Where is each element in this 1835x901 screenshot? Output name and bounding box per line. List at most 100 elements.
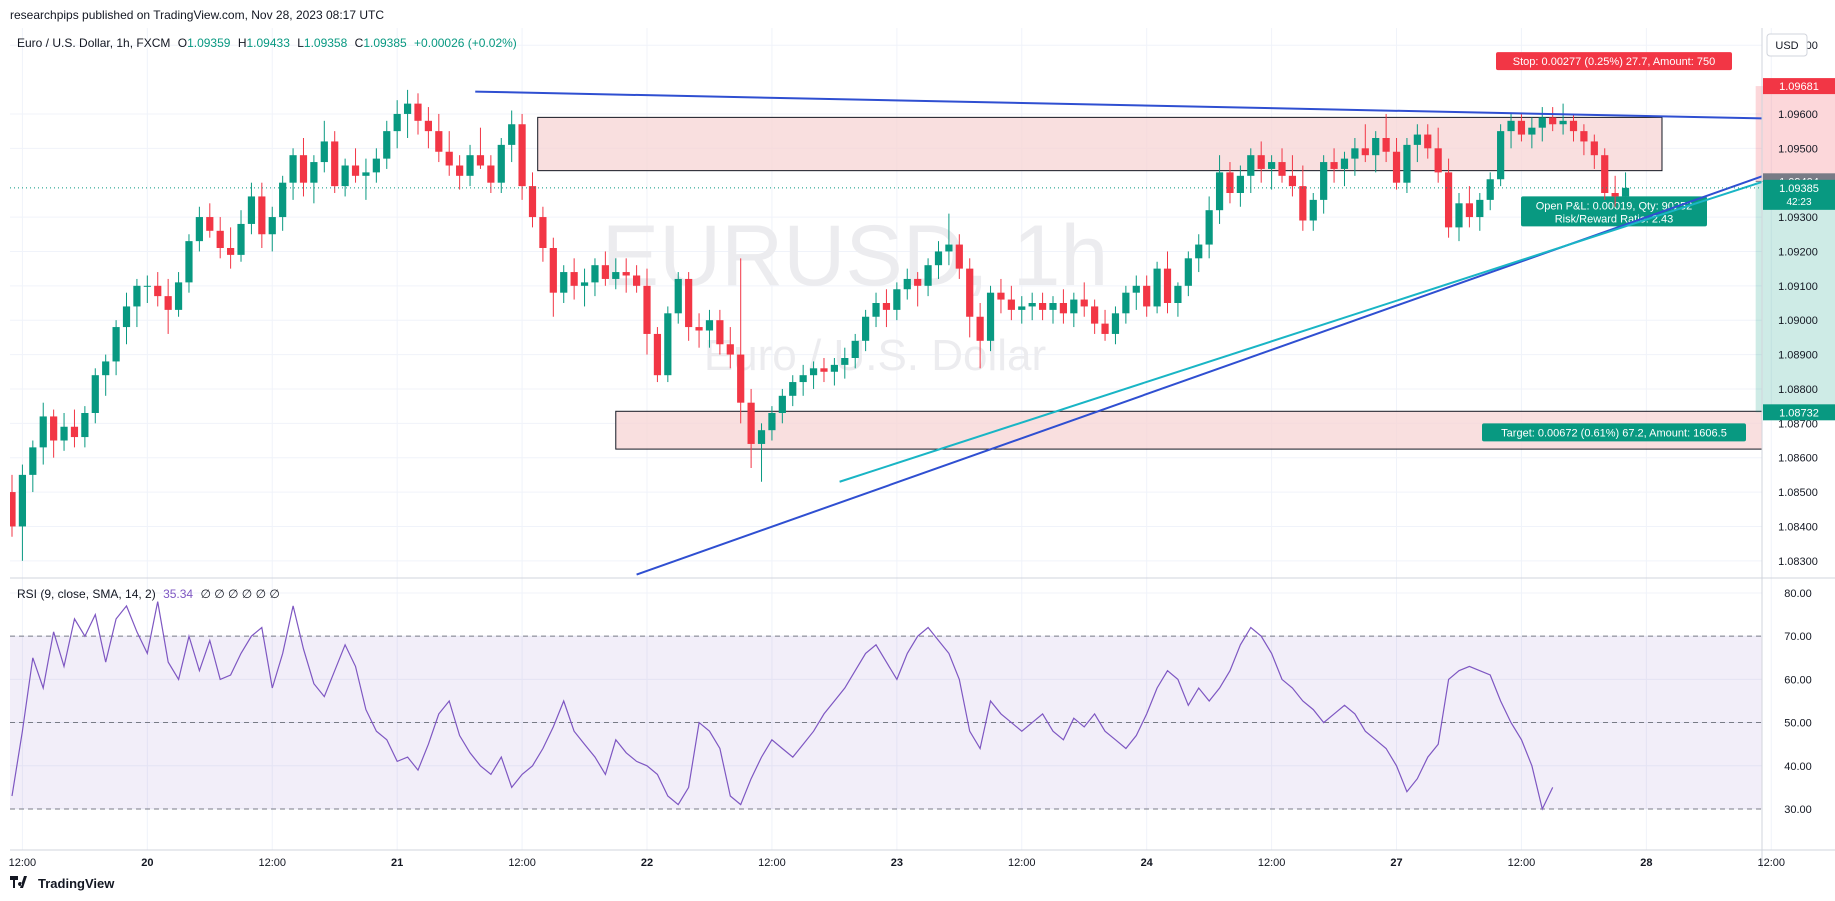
- candle-body: [1559, 120, 1567, 125]
- candle-body: [1507, 120, 1515, 132]
- candle-body: [1309, 199, 1317, 221]
- candle-body: [591, 265, 599, 283]
- candle-body: [70, 426, 79, 438]
- candle-body: [10, 492, 16, 527]
- chart-canvas[interactable]: EURUSD, 1h Euro / U.S. Dollar Stop: 0.00…: [0, 28, 1835, 869]
- candle-body: [18, 474, 27, 527]
- chart-frame[interactable]: EURUSD, 1h Euro / U.S. Dollar Stop: 0.00…: [0, 28, 1835, 869]
- candle-body: [206, 217, 214, 231]
- candle-body: [133, 285, 141, 307]
- candle-body: [1444, 172, 1453, 228]
- price-tick-label: 1.09500: [1778, 143, 1818, 155]
- candle-body: [1538, 117, 1546, 128]
- candle-body: [102, 361, 110, 376]
- candle-body: [893, 289, 901, 310]
- candle-body: [601, 265, 609, 279]
- pnl-label-box: [1521, 196, 1707, 227]
- candle-body: [487, 165, 495, 183]
- candle-body: [1153, 268, 1161, 307]
- candle-body: [29, 447, 37, 475]
- candle-body: [1455, 203, 1463, 228]
- time-tick-label: 12:00: [9, 857, 37, 868]
- candle-body: [237, 223, 245, 255]
- candle-body: [174, 282, 183, 310]
- symbol-legend[interactable]: Euro / U.S. Dollar, 1h, FXCM O1.09359 H 1…: [17, 36, 517, 50]
- candle-body: [1434, 148, 1442, 173]
- candle-body: [1476, 199, 1484, 218]
- candle-body: [1517, 120, 1526, 135]
- pnl-label: Risk/Reward Ratio: 2.43: [1555, 213, 1674, 225]
- price-axis[interactable]: 1.098001.096001.095001.093001.092001.091…: [1778, 40, 1818, 568]
- price-tick-label: 1.09200: [1778, 246, 1818, 258]
- candle-body: [1132, 285, 1140, 293]
- trend-lines[interactable]: [475, 61, 1835, 576]
- candle-body: [924, 265, 932, 286]
- candle-body: [122, 306, 131, 328]
- open-value: 1.09359: [187, 36, 231, 50]
- low-value: 1.09358: [303, 36, 348, 50]
- candle-body: [518, 124, 526, 187]
- candle-body: [1569, 120, 1578, 132]
- candle-body: [1320, 162, 1328, 200]
- candle-body: [435, 131, 443, 152]
- price-tick-label: 1.09300: [1778, 212, 1818, 224]
- candle-body: [986, 292, 995, 341]
- close-value: 1.09385: [363, 36, 407, 50]
- candle-body: [1486, 179, 1494, 200]
- candle-body: [612, 272, 620, 279]
- candle-body: [1288, 175, 1297, 187]
- candle-body: [1195, 244, 1203, 259]
- candle-body: [1549, 117, 1557, 125]
- price-tick-label: 1.08900: [1778, 350, 1818, 362]
- candle-body: [580, 282, 589, 286]
- price-tick-label: 1.09100: [1778, 281, 1818, 293]
- position-tool[interactable]: Stop: 0.00277 (0.25%) 27.7, Amount: 750 O…: [1482, 52, 1835, 442]
- candle-body: [1528, 127, 1536, 135]
- candle-body: [695, 327, 703, 331]
- time-tick-label: 12:00: [1258, 857, 1286, 868]
- candle-body: [341, 165, 349, 187]
- candle-body: [737, 354, 745, 403]
- candle-body: [1351, 148, 1359, 159]
- candle-body: [1236, 175, 1244, 193]
- candle-body: [1038, 303, 1047, 310]
- top-bar: researchpips published on TradingView.co…: [0, 0, 1835, 28]
- time-tick-label: 24: [1141, 857, 1154, 868]
- candle-body: [112, 327, 120, 362]
- time-tick-label: 12:00: [1508, 857, 1536, 868]
- rsi-axis[interactable]: 80.00 70.00 60.00 50.00 40.00 30.00: [1784, 588, 1812, 816]
- currency-box[interactable]: [1766, 33, 1808, 57]
- target-price-badge-box: [1763, 404, 1835, 421]
- symbol-name: Euro / U.S. Dollar, 1h, FXCM: [17, 36, 171, 50]
- candle-body: [1184, 258, 1192, 286]
- candle-body: [1205, 210, 1213, 245]
- rsi-legend[interactable]: RSI (9, close, SMA, 14, 2) 35.34 ∅ ∅ ∅ ∅…: [17, 587, 280, 601]
- supply-demand-zone: [537, 116, 1663, 172]
- close-label: C: [354, 36, 364, 50]
- open-label: O: [177, 36, 188, 50]
- time-tick-label: 12:00: [1758, 857, 1786, 868]
- candle-body: [1413, 134, 1421, 145]
- price-tick-label: 1.09600: [1778, 109, 1818, 121]
- candle-body: [643, 285, 651, 334]
- candle-body: [747, 402, 755, 444]
- high-label: H: [237, 36, 247, 50]
- rsi-extras: ∅ ∅ ∅ ∅ ∅ ∅: [200, 587, 280, 601]
- candle-body: [1330, 162, 1338, 169]
- price-tick-label: 1.08700: [1778, 418, 1818, 430]
- time-axis[interactable]: 12:00 20 12:00 21 12:00 22 12:00 23 12:00 24 12:00…: [9, 857, 1835, 869]
- rsi-tick-label: 60.00: [1784, 674, 1812, 686]
- target-label-box: [1482, 423, 1746, 442]
- candle-body: [570, 272, 578, 286]
- candle-body: [841, 358, 849, 365]
- candle-body: [1143, 285, 1151, 307]
- rsi-tick-label: 80.00: [1784, 588, 1812, 600]
- candle-body: [757, 430, 766, 444]
- price-tick-label: 1.08500: [1778, 487, 1818, 499]
- time-tick-label: 22: [641, 857, 653, 868]
- candle-body: [299, 155, 308, 183]
- candle-body: [528, 186, 537, 218]
- candle-body: [227, 248, 235, 255]
- candle-body: [362, 172, 370, 176]
- candle-body: [91, 375, 99, 413]
